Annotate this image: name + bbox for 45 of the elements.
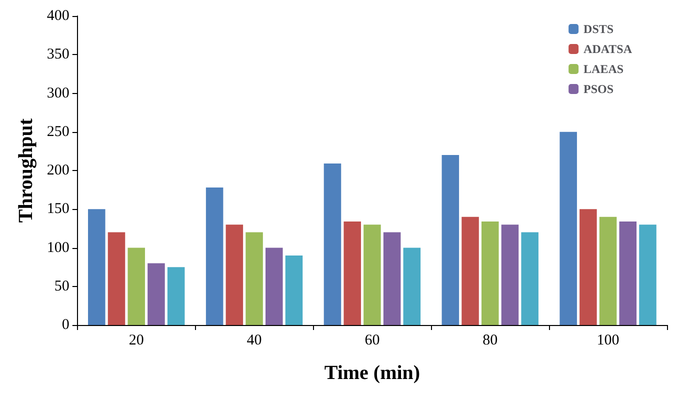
y-tick-label: 200 [46,162,70,178]
legend-label: ADATSA [584,42,632,56]
bar [521,232,538,325]
bar [324,164,342,325]
y-tick-label: 350 [46,46,70,63]
bar [364,224,381,325]
bar [128,248,145,325]
bar [266,248,283,325]
y-tick-label: 150 [46,201,70,218]
x-axis-title: Time (min) [324,362,420,384]
bar [619,221,637,325]
bar [344,221,361,325]
bar [88,209,106,325]
bar [442,155,460,325]
bar [639,224,656,325]
x-tick-label: 80 [482,332,498,348]
x-tick-label: 40 [246,332,262,348]
bar [462,216,479,325]
bar [501,224,519,325]
legend-label: PSOS [584,82,614,96]
y-tick-label: 50 [54,278,70,294]
bar [285,255,303,325]
x-tick-label: 100 [596,332,620,348]
legend-label: LAEAS [584,62,624,76]
y-tick-label: 300 [46,85,70,102]
bar [226,224,244,325]
y-tick-label: 0 [62,317,70,333]
bar [206,187,224,325]
bar [108,232,126,325]
y-axis-title: Throughput [15,118,37,223]
bar [599,216,617,325]
bar [481,221,499,325]
bar [383,232,401,325]
legend-label: DSTS [584,22,614,36]
y-tick-label: 250 [46,124,70,140]
bar [167,267,185,325]
y-tick-label: 100 [46,240,70,256]
bar [580,209,597,325]
bar [148,263,165,325]
bar [246,232,263,325]
bar [403,248,421,325]
y-tick-label: 400 [46,8,70,24]
x-tick-label: 20 [128,332,144,348]
bar [560,132,577,325]
x-tick-label: 60 [364,332,380,348]
